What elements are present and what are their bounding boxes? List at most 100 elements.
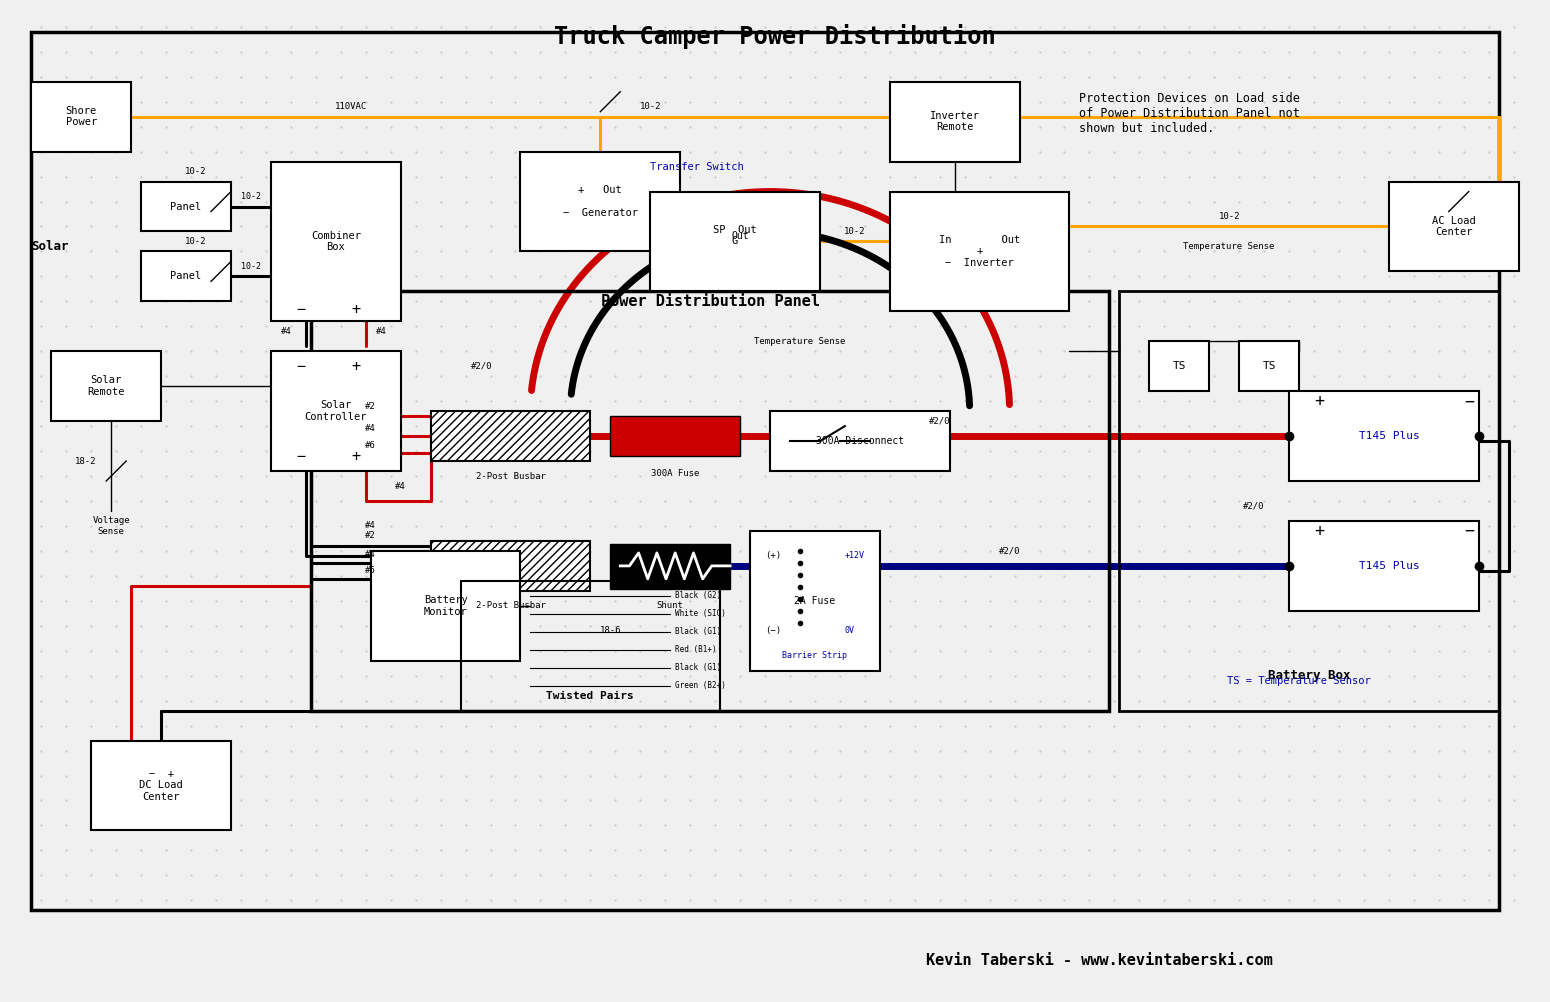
Text: 18-6: 18-6 <box>600 626 622 635</box>
Text: Battery Box: Battery Box <box>1268 669 1350 682</box>
Text: #2: #2 <box>366 531 377 540</box>
Text: 10-2: 10-2 <box>186 236 206 245</box>
Text: Solar
Remote: Solar Remote <box>87 376 126 397</box>
Bar <box>431 411 591 461</box>
Text: Panel: Panel <box>170 201 202 211</box>
Text: SP  Out
G: SP Out G <box>713 224 756 259</box>
Text: −: − <box>296 302 305 317</box>
Bar <box>890 82 1020 161</box>
Text: 10-2: 10-2 <box>1218 212 1240 221</box>
Text: #2/0: #2/0 <box>471 362 491 371</box>
Bar <box>750 531 880 670</box>
Text: +: + <box>1314 522 1324 540</box>
Bar <box>31 82 132 151</box>
Text: #4: #4 <box>366 424 377 433</box>
Text: 10-2: 10-2 <box>240 192 260 201</box>
Text: Black (G1): Black (G1) <box>676 663 721 672</box>
Text: TS: TS <box>1172 362 1186 372</box>
Bar <box>141 181 231 231</box>
Text: Solar
Controller: Solar Controller <box>304 401 367 422</box>
Text: #2: #2 <box>366 402 377 411</box>
Bar <box>1290 391 1479 481</box>
Text: #4: #4 <box>375 327 386 336</box>
Text: #4: #4 <box>395 482 406 491</box>
Text: Protection Devices on Load side
of Power Distribution Panel not
shown but includ: Protection Devices on Load side of Power… <box>1079 92 1300 134</box>
Text: Green (B2+): Green (B2+) <box>676 681 725 690</box>
Bar <box>460 581 721 710</box>
Text: 300A Fuse: 300A Fuse <box>651 469 699 478</box>
Text: #2/0: #2/0 <box>928 417 950 426</box>
Text: Truck Camper Power Distribution: Truck Camper Power Distribution <box>555 24 995 49</box>
Bar <box>271 352 400 471</box>
Text: 10-2: 10-2 <box>240 262 260 271</box>
Text: (−): (−) <box>766 626 781 635</box>
Text: 2-Post Busbar: 2-Post Busbar <box>476 601 546 610</box>
Text: Temperature Sense: Temperature Sense <box>1184 241 1274 250</box>
Text: Solar: Solar <box>31 239 68 253</box>
Text: 10-2: 10-2 <box>186 167 206 176</box>
Bar <box>770 411 950 471</box>
Text: Temperature Sense: Temperature Sense <box>755 337 846 346</box>
Text: −: − <box>296 359 305 374</box>
Text: In        Out
+
−  Inverter: In Out + − Inverter <box>939 234 1020 269</box>
Text: Shunt: Shunt <box>657 601 684 610</box>
Text: #6: #6 <box>366 441 377 450</box>
Bar <box>521 151 680 252</box>
Text: 2-Post Busbar: 2-Post Busbar <box>476 472 546 481</box>
Text: AC Load
Center: AC Load Center <box>1432 215 1476 237</box>
Text: 10-2: 10-2 <box>640 102 660 111</box>
Text: Inverter
Remote: Inverter Remote <box>930 111 980 132</box>
Text: Barrier Strip: Barrier Strip <box>783 651 848 660</box>
Text: Voltage
Sense: Voltage Sense <box>93 516 130 536</box>
Text: −: − <box>296 449 305 464</box>
Bar <box>312 292 1110 710</box>
Bar <box>91 740 231 831</box>
Text: 110VAC: 110VAC <box>335 102 367 111</box>
Bar <box>1290 521 1479 611</box>
Text: +: + <box>352 359 360 374</box>
Text: +: + <box>352 449 360 464</box>
Text: #6: #6 <box>366 566 377 575</box>
Text: TS: TS <box>1262 362 1276 372</box>
Bar <box>890 191 1070 312</box>
Text: 10-2: 10-2 <box>845 227 865 236</box>
Text: #4: #4 <box>366 550 377 559</box>
Bar <box>649 191 820 292</box>
Text: +   Out

−  Generator: + Out − Generator <box>563 185 637 218</box>
Bar <box>141 252 231 302</box>
Text: −: − <box>1463 522 1474 540</box>
Text: #2/0: #2/0 <box>998 546 1020 555</box>
Text: Kevin Taberski - www.kevintaberski.com: Kevin Taberski - www.kevintaberski.com <box>925 953 1273 968</box>
Bar <box>370 551 521 660</box>
Text: Black (G1): Black (G1) <box>676 627 721 636</box>
Text: T145 Plus: T145 Plus <box>1358 561 1420 571</box>
Text: Shore
Power: Shore Power <box>65 106 96 127</box>
Text: 18-2: 18-2 <box>74 457 96 466</box>
Bar <box>1119 292 1499 710</box>
Text: +12V: +12V <box>845 551 865 560</box>
Text: T145 Plus: T145 Plus <box>1358 431 1420 441</box>
Text: (+): (+) <box>766 551 781 560</box>
Text: 2A Fuse: 2A Fuse <box>794 596 835 606</box>
Text: #2/0: #2/0 <box>1243 501 1265 510</box>
Text: +: + <box>1314 392 1324 410</box>
Text: +: + <box>352 302 360 317</box>
Bar <box>31 32 1499 910</box>
Text: Out: Out <box>732 231 749 241</box>
Bar <box>1150 342 1209 391</box>
Text: TS = Temperature Sensor: TS = Temperature Sensor <box>1228 675 1370 685</box>
Text: White (SIG): White (SIG) <box>676 609 725 618</box>
Text: #4: #4 <box>281 327 291 336</box>
Bar <box>51 352 161 421</box>
Bar <box>611 544 730 589</box>
Bar <box>611 416 739 456</box>
Text: Battery
Monitor: Battery Monitor <box>423 595 468 616</box>
Text: 300A Disconnect: 300A Disconnect <box>815 436 904 446</box>
Bar <box>1238 342 1299 391</box>
Text: −  +
DC Load
Center: − + DC Load Center <box>140 769 183 802</box>
Text: #4: #4 <box>366 521 377 530</box>
Bar <box>431 541 591 591</box>
Text: 0V: 0V <box>845 626 856 635</box>
Text: Twisted Pairs: Twisted Pairs <box>547 690 634 700</box>
Text: Panel: Panel <box>170 272 202 282</box>
